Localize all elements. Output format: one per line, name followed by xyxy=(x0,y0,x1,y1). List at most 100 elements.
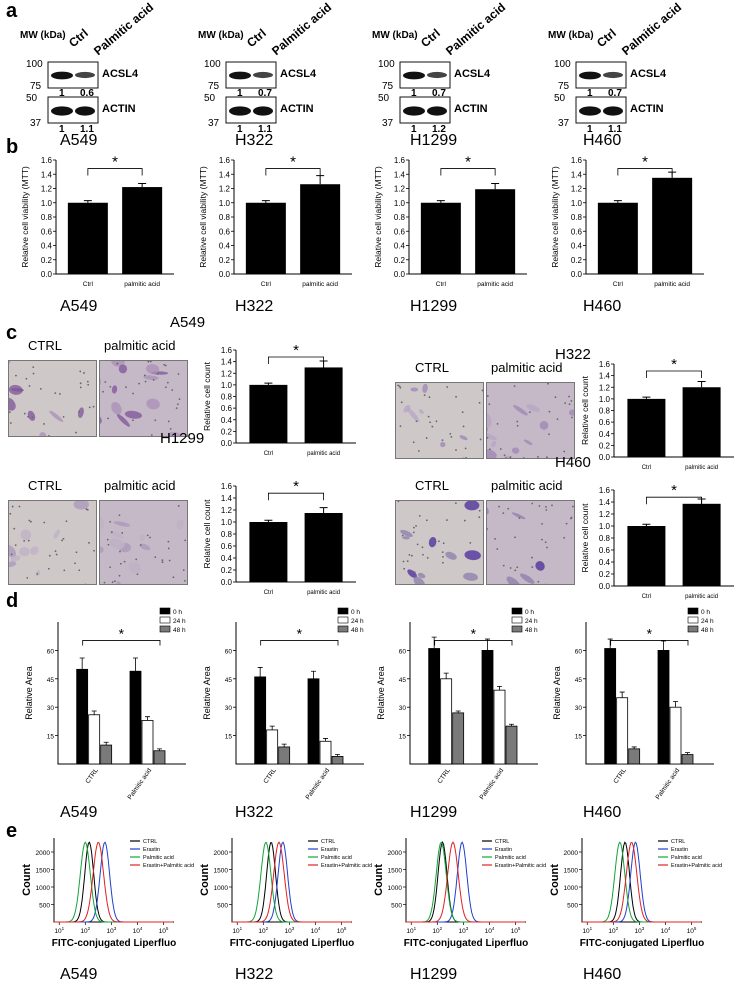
legend-swatch xyxy=(511,616,523,624)
y-tick-label: 1500 xyxy=(564,868,579,875)
significance-bracket xyxy=(268,356,324,364)
legend-swatch xyxy=(687,616,699,624)
y-tick-label: 1000 xyxy=(214,885,229,892)
error-bar xyxy=(619,691,625,698)
category-label: CTRL xyxy=(262,767,278,785)
y-tick-label: 0.2 xyxy=(599,570,611,579)
bar xyxy=(67,202,108,274)
ratio-pa-acsl4: 0.7 xyxy=(258,88,272,99)
panel-label-a: a xyxy=(6,0,18,22)
legend-label: Palmitic acid xyxy=(671,855,702,861)
y-axis-label: Count xyxy=(21,864,33,896)
y-tick-label: 0.2 xyxy=(221,566,233,575)
legend-label: 0 h xyxy=(173,609,182,616)
x-tick-label: 104 xyxy=(133,926,143,935)
significance-star: * xyxy=(293,478,299,495)
y-tick-label: 1.6 xyxy=(571,156,583,165)
error-bar xyxy=(497,685,502,691)
ratio-pa-acsl4: 0.6 xyxy=(80,88,94,99)
category-label: Ctrl xyxy=(642,594,651,600)
legend-label: CTRL xyxy=(143,839,157,845)
y-tick-label: 0.0 xyxy=(571,270,583,279)
protein-label-actin: ACTIN xyxy=(454,103,488,115)
blot-image xyxy=(399,61,451,124)
y-tick-label: 0.4 xyxy=(571,242,583,251)
cell-label-a-a549: A549 xyxy=(60,132,98,149)
micrograph-ctrl xyxy=(395,382,484,459)
bar xyxy=(681,754,694,765)
protein-label-actin: ACTIN xyxy=(280,103,314,115)
invasion-title-h460: H460 xyxy=(555,454,591,471)
y-tick-label: 45 xyxy=(47,677,55,684)
micrograph-image xyxy=(9,501,95,584)
bar xyxy=(652,177,693,274)
category-label: palmitic acid xyxy=(307,590,340,596)
y-tick-label: 1.4 xyxy=(221,358,233,367)
ratio-ctrl-actin: 1 xyxy=(59,124,65,135)
legend-swatch xyxy=(687,607,699,615)
legend-swatch xyxy=(337,607,349,615)
error-bar xyxy=(323,738,328,742)
x-tick-label: 102 xyxy=(80,926,90,935)
y-tick-label: 1.4 xyxy=(219,170,231,179)
micrograph-image xyxy=(397,383,483,458)
y-tick-label: 1.0 xyxy=(221,518,233,527)
panel-label-d: d xyxy=(6,590,19,612)
category-label: Ctrl xyxy=(261,281,272,288)
ratio-ctrl-actin: 1 xyxy=(237,124,243,135)
x-axis-label: FITC-conjugated Liperfluo xyxy=(404,938,528,949)
mw-100: 100 xyxy=(26,59,43,70)
error-bar xyxy=(485,638,490,651)
bar xyxy=(428,648,441,765)
y-tick-label: 0.2 xyxy=(221,427,233,436)
y-axis-label: Count xyxy=(199,864,211,896)
bar xyxy=(300,184,341,274)
mw-75: 75 xyxy=(208,81,220,92)
y-tick-label: 1.4 xyxy=(599,498,611,507)
legend-swatch xyxy=(511,625,523,633)
legend-label: Palmitic acid xyxy=(495,855,526,861)
bar xyxy=(249,522,288,582)
y-tick-label: 0.6 xyxy=(599,418,611,427)
significance-bracket xyxy=(268,492,324,501)
category-label: Ctrl xyxy=(613,281,624,288)
legend-label: 24 h xyxy=(701,618,714,625)
y-tick-label: 0.2 xyxy=(41,256,53,265)
legend-label: CTRL xyxy=(321,839,335,845)
cell-label-a-h322: H322 xyxy=(235,132,274,149)
legend-label: Erastin xyxy=(143,847,160,853)
y-tick-label: 1.2 xyxy=(221,506,233,515)
x-tick-label: 103 xyxy=(635,926,645,935)
bar xyxy=(627,398,666,457)
legend-swatch xyxy=(159,616,171,624)
cell-label-b: H460 xyxy=(583,298,622,315)
protein-label-actin: ACTIN xyxy=(102,103,136,115)
error-bar xyxy=(281,743,287,747)
x-tick-label: 102 xyxy=(432,926,442,935)
ratio-pa-acsl4: 0.7 xyxy=(608,88,622,99)
error-bar xyxy=(257,667,263,677)
y-tick-label: 0.8 xyxy=(221,530,233,539)
bar xyxy=(129,670,142,765)
y-axis-label: Relative Area xyxy=(552,666,562,720)
category-label: Palmitic acid xyxy=(479,767,506,801)
micrograph-palmitic-acid xyxy=(99,360,188,437)
y-tick-label: 0.6 xyxy=(219,227,231,236)
y-tick-label: 30 xyxy=(399,705,407,712)
y-tick-label: 0.0 xyxy=(221,578,233,587)
x-tick-label: 101 xyxy=(406,926,416,935)
significance-star: * xyxy=(119,625,125,641)
cell-label-d: A549 xyxy=(60,804,98,821)
y-tick-label: 0.6 xyxy=(394,227,406,236)
micrograph-image xyxy=(100,505,187,584)
y-tick-label: 45 xyxy=(225,677,233,684)
significance-star: * xyxy=(465,154,471,171)
significance-star: * xyxy=(290,154,296,171)
bar xyxy=(245,202,286,274)
x-tick-label: 104 xyxy=(661,926,671,935)
y-tick-label: 15 xyxy=(399,734,407,741)
y-axis-label: Relative cell viability (MTT) xyxy=(550,166,560,268)
error-bar xyxy=(145,716,150,721)
error-bar xyxy=(642,523,651,526)
blot-band xyxy=(579,71,601,80)
